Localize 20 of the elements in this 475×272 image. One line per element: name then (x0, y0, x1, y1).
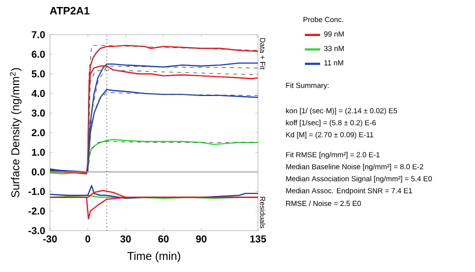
y-tick-label: -1.0 (28, 188, 45, 196)
y-tick-label: 3.0 (32, 110, 45, 117)
x-tick-label: 60 (158, 235, 169, 242)
chart-title: ATP2A1 (50, 6, 90, 14)
y-tick-label: -3.0 (28, 227, 45, 234)
y-tick-label: 0.0 (32, 168, 45, 176)
y-tick-label: 2.0 (32, 129, 45, 136)
x-tick-label: 30 (120, 235, 131, 242)
x-tick-label: 90 (196, 235, 206, 242)
y-tick-label: 4.0 (32, 90, 45, 98)
y-tick-label: -2.0 (28, 208, 45, 215)
y-tick-label: 5.0 (32, 70, 45, 78)
x-axis-title: Time (min) (127, 252, 180, 262)
y-tick-label: 6.0 (32, 50, 45, 58)
y-tick-label: 7.0 (32, 31, 45, 38)
x-tick-label: 0 (85, 235, 90, 242)
y-axis-title: Surface Density (ng/mm$^{2}$) (10, 68, 22, 198)
y-tick-label: 1.0 (32, 148, 45, 156)
x-tick-label: -30 (43, 235, 57, 242)
x-tick-label: 135 (250, 235, 266, 242)
